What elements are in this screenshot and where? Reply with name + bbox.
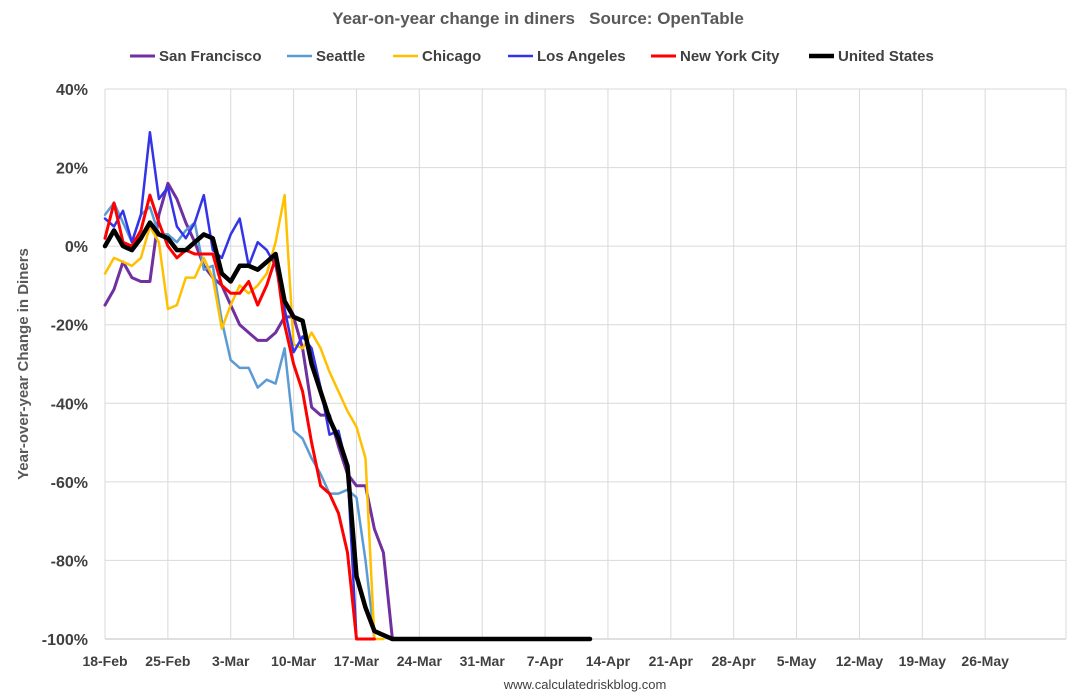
x-tick-label: 18-Feb [82, 653, 127, 669]
x-tick-label: 25-Feb [145, 653, 190, 669]
legend: San Francisco Seattle Chicago Los Angeles Ne… [130, 48, 934, 65]
x-tick-label: 10-Mar [271, 653, 317, 669]
series-line-new-york-city [103, 193, 376, 641]
x-tick-label: 26-May [961, 653, 1009, 669]
y-tick-label: -20% [51, 318, 88, 335]
legend-label-los-angeles: Los Angeles [537, 48, 626, 65]
y-tick-label: 0% [65, 239, 88, 256]
x-tick-label: 7-Apr [527, 653, 564, 669]
y-tick-label: -60% [51, 475, 88, 492]
series-line-san-francisco [103, 181, 403, 641]
series-line-los-angeles [103, 130, 367, 641]
series-lines [102, 130, 593, 642]
y-tick-label: 20% [56, 161, 88, 178]
legend-label-seattle: Seattle [316, 48, 365, 65]
y-tick-label: -100% [42, 632, 88, 649]
series-line-chicago [103, 193, 385, 641]
y-tick-label: -40% [51, 396, 88, 413]
legend-label-chicago: Chicago [422, 48, 481, 65]
x-tick-label: 17-Mar [334, 653, 380, 669]
y-tick-label: -80% [51, 553, 88, 570]
x-axis-ticks: 18-Feb 25-Feb 3-Mar 10-Mar 17-Mar 24-Mar 31-Ma… [82, 653, 1009, 669]
y-axis-label: Year-over-year Change in Diners [15, 248, 32, 480]
series-line-united-states [102, 220, 593, 642]
x-tick-label: 5-May [777, 653, 817, 669]
y-tick-label: 40% [56, 82, 88, 99]
x-tick-label: 21-Apr [649, 653, 694, 669]
legend-label-united-states: United States [838, 48, 934, 65]
gridlines [104, 88, 1067, 640]
source-note: www.calculatedriskblog.com [503, 677, 667, 692]
x-tick-label: 14-Apr [586, 653, 631, 669]
x-tick-label: 3-Mar [212, 653, 250, 669]
x-tick-label: 19-May [899, 653, 947, 669]
x-tick-label: 12-May [836, 653, 884, 669]
x-tick-label: 31-Mar [460, 653, 506, 669]
y-axis-ticks: 40% 20% 0% -20% -40% -60% -80% -100% [42, 82, 88, 649]
chart-title: Year-on-year change in diners Source: Op… [332, 9, 744, 28]
x-tick-label: 28-Apr [712, 653, 757, 669]
legend-label-san-francisco: San Francisco [159, 48, 262, 65]
legend-label-new-york-city: New York City [680, 48, 780, 65]
x-tick-label: 24-Mar [397, 653, 443, 669]
